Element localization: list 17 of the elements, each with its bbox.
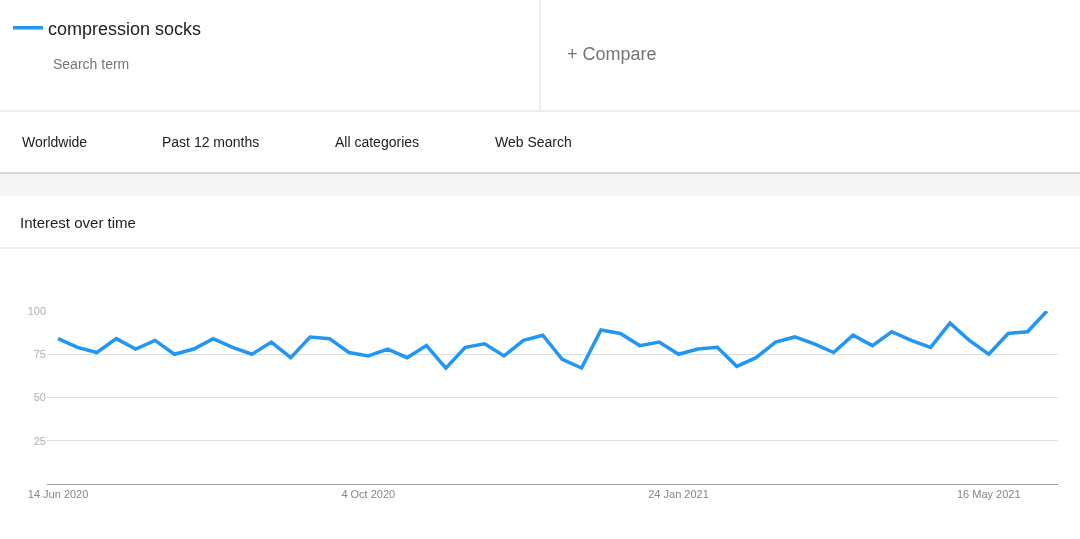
x-tick-label: 16 May 2021	[956, 488, 1021, 501]
y-tick-label: 100	[27, 304, 46, 317]
text: Past 12 months	[162, 134, 260, 150]
text: Web Search	[495, 134, 572, 150]
x-tick-label: 14 Jun 2020	[27, 488, 89, 501]
x-tick-label: 24 Jan 2021	[648, 488, 709, 501]
y-tick-label: 25	[33, 434, 46, 447]
y-tick-label: 50	[33, 391, 46, 404]
text: Worldwide	[22, 134, 88, 150]
text: + Compare	[567, 44, 657, 64]
x-tick-label: 4 Oct 2020	[341, 488, 396, 501]
legend-label: compression socks	[48, 18, 202, 39]
line-series	[56, 311, 1049, 370]
text: All categories	[335, 134, 420, 150]
chart-title: Interest over time	[20, 214, 136, 231]
y-tick-label: 75	[33, 348, 46, 361]
chart-subtitle: Search term	[53, 56, 130, 72]
